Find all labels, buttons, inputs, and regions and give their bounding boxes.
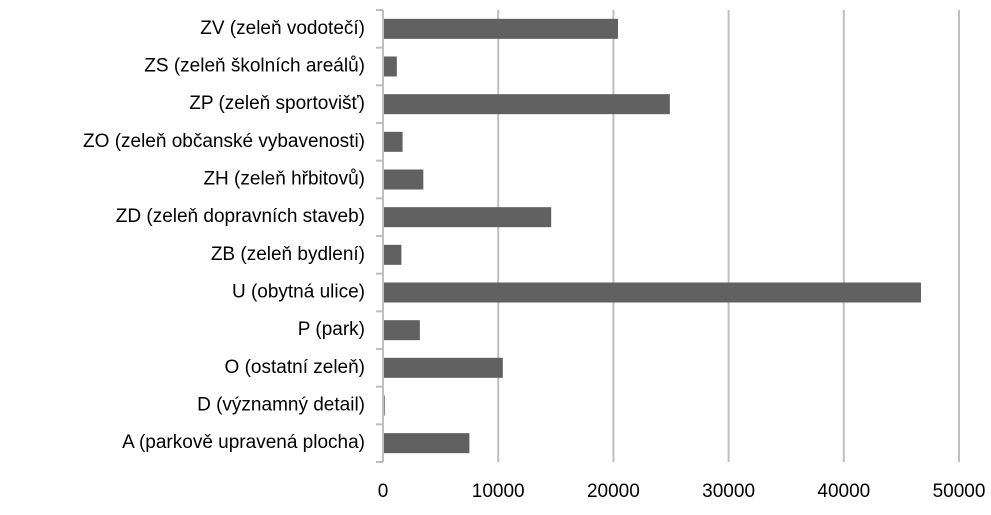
y-tick-label: ZB (zeleň bydlení) <box>211 244 365 265</box>
bar <box>383 56 397 77</box>
y-tick-label: ZV (zeleň vodotečí) <box>200 18 365 39</box>
bar <box>383 320 420 341</box>
x-tick-label: 10000 <box>472 481 525 502</box>
y-tick-label: ZS (zeleň školních areálů) <box>144 56 365 77</box>
bar <box>383 94 670 115</box>
bar <box>383 169 424 190</box>
bar <box>383 282 921 303</box>
bar <box>383 433 470 454</box>
bar <box>383 131 403 152</box>
x-tick-label: 0 <box>378 481 389 502</box>
y-tick-label: D (významný detail) <box>197 395 365 416</box>
y-tick-label: P (park) <box>298 319 365 340</box>
bar <box>383 207 552 228</box>
x-tick-label: 50000 <box>933 481 986 502</box>
y-tick-label: ZH (zeleň hřbitovů) <box>203 169 365 190</box>
y-tick-label: O (ostatní zeleň) <box>225 357 365 378</box>
y-tick-label: U (obytná ulice) <box>232 282 365 303</box>
y-tick-label: ZO (zeleň občanské vybavenosti) <box>83 131 365 152</box>
x-tick-label: 20000 <box>587 481 640 502</box>
bar <box>383 18 619 39</box>
bar <box>383 244 402 265</box>
bar <box>383 357 503 378</box>
y-tick-label: A (parkově upravená plocha) <box>122 432 365 453</box>
y-tick-label: ZD (zeleň dopravních staveb) <box>116 206 365 227</box>
x-tick-label: 30000 <box>702 481 755 502</box>
y-tick-label: ZP (zeleň sportovišť) <box>189 93 365 114</box>
x-tick-label: 40000 <box>817 481 870 502</box>
